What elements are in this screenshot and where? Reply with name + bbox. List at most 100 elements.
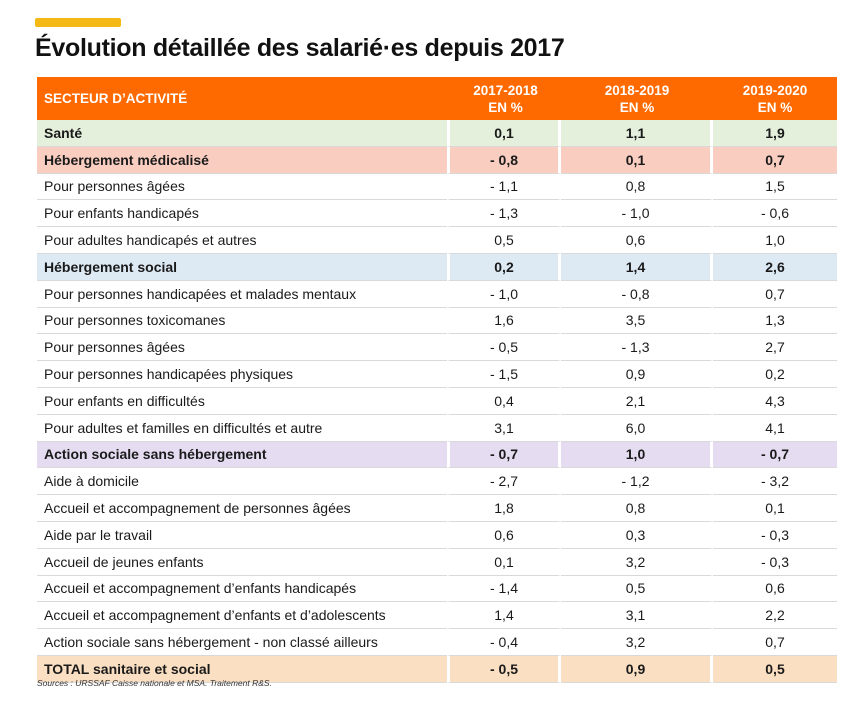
value-2018-2019: - 0,8 [561,280,713,308]
value-2018-2019: 3,5 [561,307,713,335]
value-2017-2018: - 0,5 [447,334,561,362]
value-2018-2019: 3,2 [561,548,713,576]
table-row: Pour personnes âgées - 1,1 0,8 1,5 [37,173,837,201]
value-2019-2020: 2,7 [713,334,837,362]
value-2019-2020: 0,1 [713,495,837,522]
table-row: TOTAL sanitaire et social - 0,5 0,9 0,5 [37,655,837,683]
row-label: Action sociale sans hébergement [37,441,447,469]
row-label: Pour personnes handicapées physiques [37,361,447,388]
value-2019-2020: 1,0 [713,227,837,254]
value-2019-2020: 0,7 [713,281,837,308]
sources-note: Sources : URSSAF Caisse nationale et MSA… [37,678,272,688]
row-label: Accueil et accompagnement d’enfants hand… [37,576,447,603]
table-row: Action sociale sans hébergement - 0,7 1,0-… [37,441,837,469]
page-title: Évolution détaillée des salarié·es depui… [35,34,565,62]
value-2017-2018: 1,6 [447,307,561,335]
value-2019-2020: - 0,6 [713,200,837,228]
table-row: Pour adultes et familles en difficultés … [37,414,837,442]
header-2019-2020: 2019-2020 EN % [713,77,837,120]
value-2018-2019: 0,9 [561,361,713,388]
value-2017-2018: - 1,1 [447,173,561,201]
table-row: Accueil et accompagnement de personnes â… [37,495,837,522]
value-2017-2018: - 2,7 [447,468,561,496]
header-2017-2018: 2017-2018 EN % [447,77,561,120]
table-row: Pour personnes handicapées physiques - 1,… [37,361,837,388]
employment-change-table: SECTEUR D’ACTIVITÉ 2017-2018 EN % 2018-2… [37,77,837,683]
table-header-row: SECTEUR D’ACTIVITÉ 2017-2018 EN % 2018-2… [37,77,837,120]
value-2019-2020: 0,6 [713,576,837,603]
value-2017-2018: 0,1 [447,548,561,576]
value-2018-2019: 3,2 [561,629,713,656]
value-2019-2020: 1,5 [713,174,837,201]
title-accent-bar [35,18,121,27]
value-2017-2018: - 1,4 [447,575,561,603]
row-label: Hébergement social [37,253,447,281]
value-2019-2020: 1,3 [713,308,837,335]
row-label: Accueil et accompagnement d’enfants et d… [37,602,447,630]
table-row: Action sociale sans hébergement - non cl… [37,629,837,656]
row-label: Pour personnes âgées [37,334,447,362]
value-2018-2019: 0,5 [561,575,713,603]
value-2018-2019: 1,1 [561,120,713,147]
value-2018-2019: 0,9 [561,655,713,683]
value-2018-2019: - 1,2 [561,468,713,496]
row-label: Aide à domicile [37,468,447,496]
value-2019-2020: 0,2 [713,361,837,388]
table-row: Pour enfants handicapés - 1,3- 1,0- 0,6 [37,200,837,228]
row-label: Pour personnes âgées [37,174,447,201]
value-2018-2019: 0,8 [561,495,713,522]
row-label: Pour enfants handicapés [37,200,447,228]
value-2018-2019: 2,1 [561,387,713,415]
value-2017-2018: - 0,5 [447,655,561,683]
table-row: Pour personnes toxicomanes 1,6 3,5 1,3 [37,307,837,335]
row-label: Accueil et accompagnement de personnes â… [37,495,447,522]
header-sector: SECTEUR D’ACTIVITÉ [37,77,447,120]
value-2017-2018: - 1,5 [447,361,561,388]
row-label: Action sociale sans hébergement - non cl… [37,629,447,656]
row-label: Pour personnes toxicomanes [37,308,447,335]
header-col1-period: 2017-2018 [473,82,538,98]
value-2017-2018: 0,6 [447,521,561,549]
header-col1-unit: EN % [488,99,523,115]
header-col2-unit: EN % [619,99,655,115]
value-2019-2020: - 3,2 [713,468,837,496]
value-2019-2020: 1,9 [713,120,837,147]
value-2018-2019: 6,0 [561,414,713,442]
table-row: Pour personnes handicapées et malades me… [37,280,837,308]
value-2017-2018: - 0,8 [447,146,561,174]
value-2018-2019: 0,8 [561,173,713,201]
header-col3-unit: EN % [757,99,793,115]
value-2017-2018: - 0,4 [447,629,561,656]
header-col3-period: 2019-2020 [742,82,808,98]
row-label: TOTAL sanitaire et social [37,655,447,683]
table-row: Aide à domicile - 2,7- 1,2- 3,2 [37,468,837,496]
table-row: Pour personnes âgées - 0,5- 1,3 2,7 [37,334,837,362]
row-label: Aide par le travail [37,522,447,549]
value-2018-2019: 0,6 [561,227,713,254]
value-2019-2020: - 0,3 [713,549,837,576]
value-2019-2020: 2,2 [713,602,837,630]
value-2017-2018: 0,2 [447,253,561,281]
table-row: Santé 0,1 1,1 1,9 [37,120,837,147]
value-2017-2018: - 1,3 [447,200,561,228]
value-2017-2018: - 1,0 [447,280,561,308]
row-label: Pour adultes et familles en difficultés … [37,415,447,442]
value-2017-2018: 0,4 [447,387,561,415]
value-2018-2019: 1,0 [561,441,713,469]
value-2018-2019: - 1,3 [561,334,713,362]
value-2018-2019: 1,4 [561,253,713,281]
value-2018-2019: - 1,0 [561,200,713,228]
value-2019-2020: 0,7 [713,629,837,656]
value-2017-2018: 0,1 [447,120,561,147]
table-row: Hébergement médicalisé - 0,8 0,1 0,7 [37,146,837,174]
row-label: Accueil de jeunes enfants [37,549,447,576]
value-2017-2018: 3,1 [447,414,561,442]
value-2019-2020: 4,3 [713,388,837,415]
value-2017-2018: 0,5 [447,227,561,254]
header-2018-2019: 2018-2019 EN % [561,77,713,120]
table-row: Accueil et accompagnement d’enfants et d… [37,602,837,630]
value-2019-2020: 0,7 [713,146,837,174]
value-2018-2019: 0,1 [561,146,713,174]
table-row: Hébergement social 0,2 1,4 2,6 [37,253,837,281]
row-label: Pour adultes handicapés et autres [37,227,447,254]
